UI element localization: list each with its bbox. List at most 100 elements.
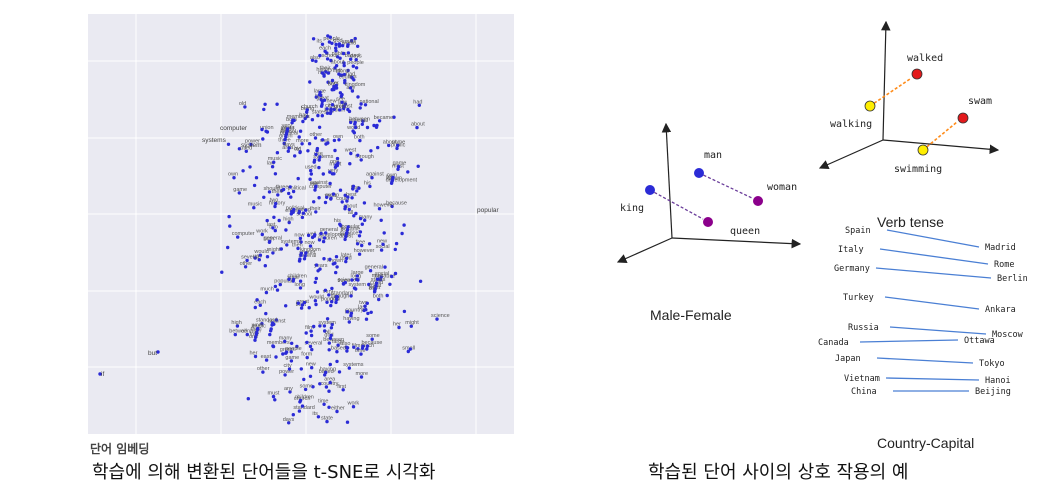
tsne-word-label: three <box>276 185 289 191</box>
tsne-point <box>273 284 278 289</box>
tsne-point <box>321 172 325 176</box>
tsne-point <box>359 158 363 162</box>
tsne-point <box>336 161 340 165</box>
tsne-word-label: then <box>292 242 303 248</box>
tsne-point <box>265 255 270 259</box>
tsne-word-label: his <box>334 218 341 224</box>
tsne-point <box>330 300 334 304</box>
tsne-point <box>325 419 329 424</box>
tsne-point <box>390 274 394 279</box>
tsne-word-label: against <box>366 172 384 178</box>
tsne-point <box>345 349 349 353</box>
tsne-word-label: political <box>280 131 298 137</box>
tsne-point <box>364 317 369 321</box>
tsne-word-label: god <box>324 332 333 338</box>
tsne-word-label: now <box>294 232 304 238</box>
tsne-word-label: also <box>340 341 350 347</box>
tsne-word-label: long <box>295 282 305 288</box>
tsne-point <box>356 44 360 48</box>
tsne-point <box>302 257 307 261</box>
country-label: China <box>851 387 877 397</box>
tsne-point <box>261 137 265 141</box>
tsne-point <box>326 34 330 38</box>
tsne-word-label: church <box>328 103 345 109</box>
tsne-word-label: some <box>392 140 405 146</box>
tsne-point <box>255 298 259 302</box>
tsne-point <box>346 107 350 112</box>
tsne-point <box>402 309 407 314</box>
tsne-word-label: new <box>306 362 316 368</box>
tsne-word-label: between <box>349 117 370 123</box>
tsne-word-label: any <box>284 386 293 392</box>
tsne-point <box>358 216 363 221</box>
tsne-point <box>301 119 305 124</box>
tsne-point <box>351 405 356 409</box>
woman-label: woman <box>767 182 797 193</box>
tsne-point <box>324 231 328 235</box>
country-label: Canada <box>818 338 849 348</box>
tsne-word-label: several <box>241 254 259 260</box>
queen-point <box>703 217 713 227</box>
tsne-point <box>303 387 308 392</box>
tsne-point <box>379 218 383 222</box>
swimming-point <box>917 144 929 156</box>
tsne-point <box>322 98 327 102</box>
tsne-point <box>358 106 362 110</box>
tsne-point <box>346 51 351 55</box>
tsne-point <box>298 129 303 133</box>
tsne-point <box>320 114 324 118</box>
country-label: Russia <box>848 323 879 333</box>
tsne-point <box>307 142 312 146</box>
tsne-word-label: large <box>332 339 344 345</box>
tsne-word-label: standard <box>256 318 277 324</box>
tsne-word-label: would <box>253 249 268 255</box>
woman-point <box>753 196 763 206</box>
tsne-word-label: one <box>330 159 339 165</box>
tsne-word-label: public <box>332 51 347 57</box>
tsne-point <box>350 278 354 282</box>
tsne-word-label: based <box>345 53 360 59</box>
tsne-point <box>335 297 339 302</box>
tsne-word-label: church <box>294 396 311 402</box>
tsne-point <box>315 290 320 294</box>
tsne-point <box>235 324 240 328</box>
tsne-word-label: power <box>245 138 260 144</box>
tsne-point <box>295 344 299 349</box>
tsne-point <box>319 231 323 236</box>
tsne-point <box>322 402 326 406</box>
tsne-word-label: against <box>310 180 328 186</box>
tsne-word-label: their <box>320 66 331 72</box>
tsne-point <box>287 277 291 281</box>
tsne-word-label: world <box>346 125 360 131</box>
tsne-word-label: their <box>272 189 283 195</box>
tsne-word-label: might <box>267 247 281 253</box>
tsne-point <box>298 286 303 290</box>
tsne-point <box>334 46 338 50</box>
tsne-point <box>360 122 364 127</box>
tsne-point <box>343 78 347 83</box>
tsne-label-if: if <box>101 371 104 378</box>
tsne-point <box>298 257 302 261</box>
tsne-point <box>408 347 412 351</box>
country-capital-link <box>879 248 989 265</box>
tsne-point <box>289 359 294 363</box>
tsne-word-label: had <box>346 71 355 77</box>
tsne-point <box>349 311 354 315</box>
tsne-point <box>345 420 350 424</box>
tsne-word-label: law <box>345 310 353 316</box>
tsne-point <box>358 230 363 234</box>
tsne-point <box>299 306 304 310</box>
tsne-point <box>313 188 317 192</box>
tsne-word-label: his <box>364 180 371 186</box>
tsne-word-label: her <box>315 93 323 99</box>
tsne-point <box>312 200 316 204</box>
tsne-point <box>387 143 391 148</box>
tsne-point <box>365 347 369 351</box>
tsne-word-label: systems <box>343 362 363 368</box>
tsne-word-label: days <box>283 417 295 423</box>
tsne-word-label: new <box>327 99 337 105</box>
tsne-point <box>226 142 231 146</box>
tsne-point <box>328 181 332 186</box>
tsne-points: two three children political systems standard… <box>98 34 450 425</box>
tsne-point <box>277 218 281 223</box>
